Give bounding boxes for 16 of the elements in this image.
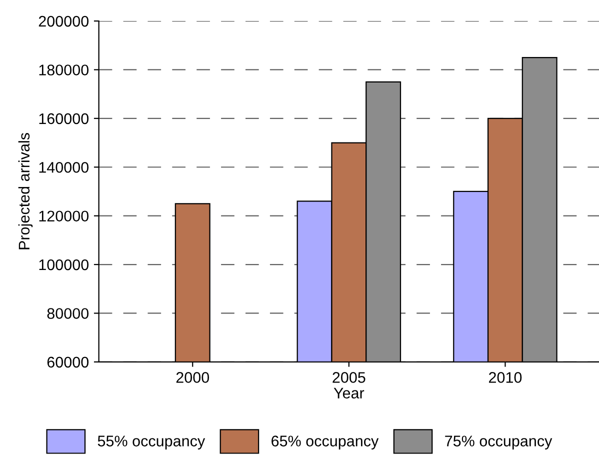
y-tick-label: 100000 bbox=[39, 259, 89, 270]
y-tick-label: 180000 bbox=[39, 64, 89, 76]
y-tick-label: 160000 bbox=[39, 113, 89, 124]
y-axis-title: Projected arrivals bbox=[18, 133, 33, 250]
y-tick-label: 120000 bbox=[39, 210, 89, 222]
x-tick-label: 2005 bbox=[332, 372, 366, 383]
y-tick-label: 60000 bbox=[47, 356, 89, 368]
x-axis-title: Year bbox=[334, 388, 364, 398]
x-tick-label: 2010 bbox=[488, 372, 522, 383]
y-tick-label: 140000 bbox=[39, 162, 89, 173]
legend-label: 55% occupancy bbox=[98, 436, 206, 450]
legend-label: 65% occupancy bbox=[272, 436, 379, 450]
y-tick-label: 200000 bbox=[38, 16, 89, 27]
x-tick-label: 2000 bbox=[176, 372, 210, 383]
legend-label: 75% occupancy bbox=[445, 436, 552, 450]
y-tick-label: 80000 bbox=[47, 308, 89, 319]
